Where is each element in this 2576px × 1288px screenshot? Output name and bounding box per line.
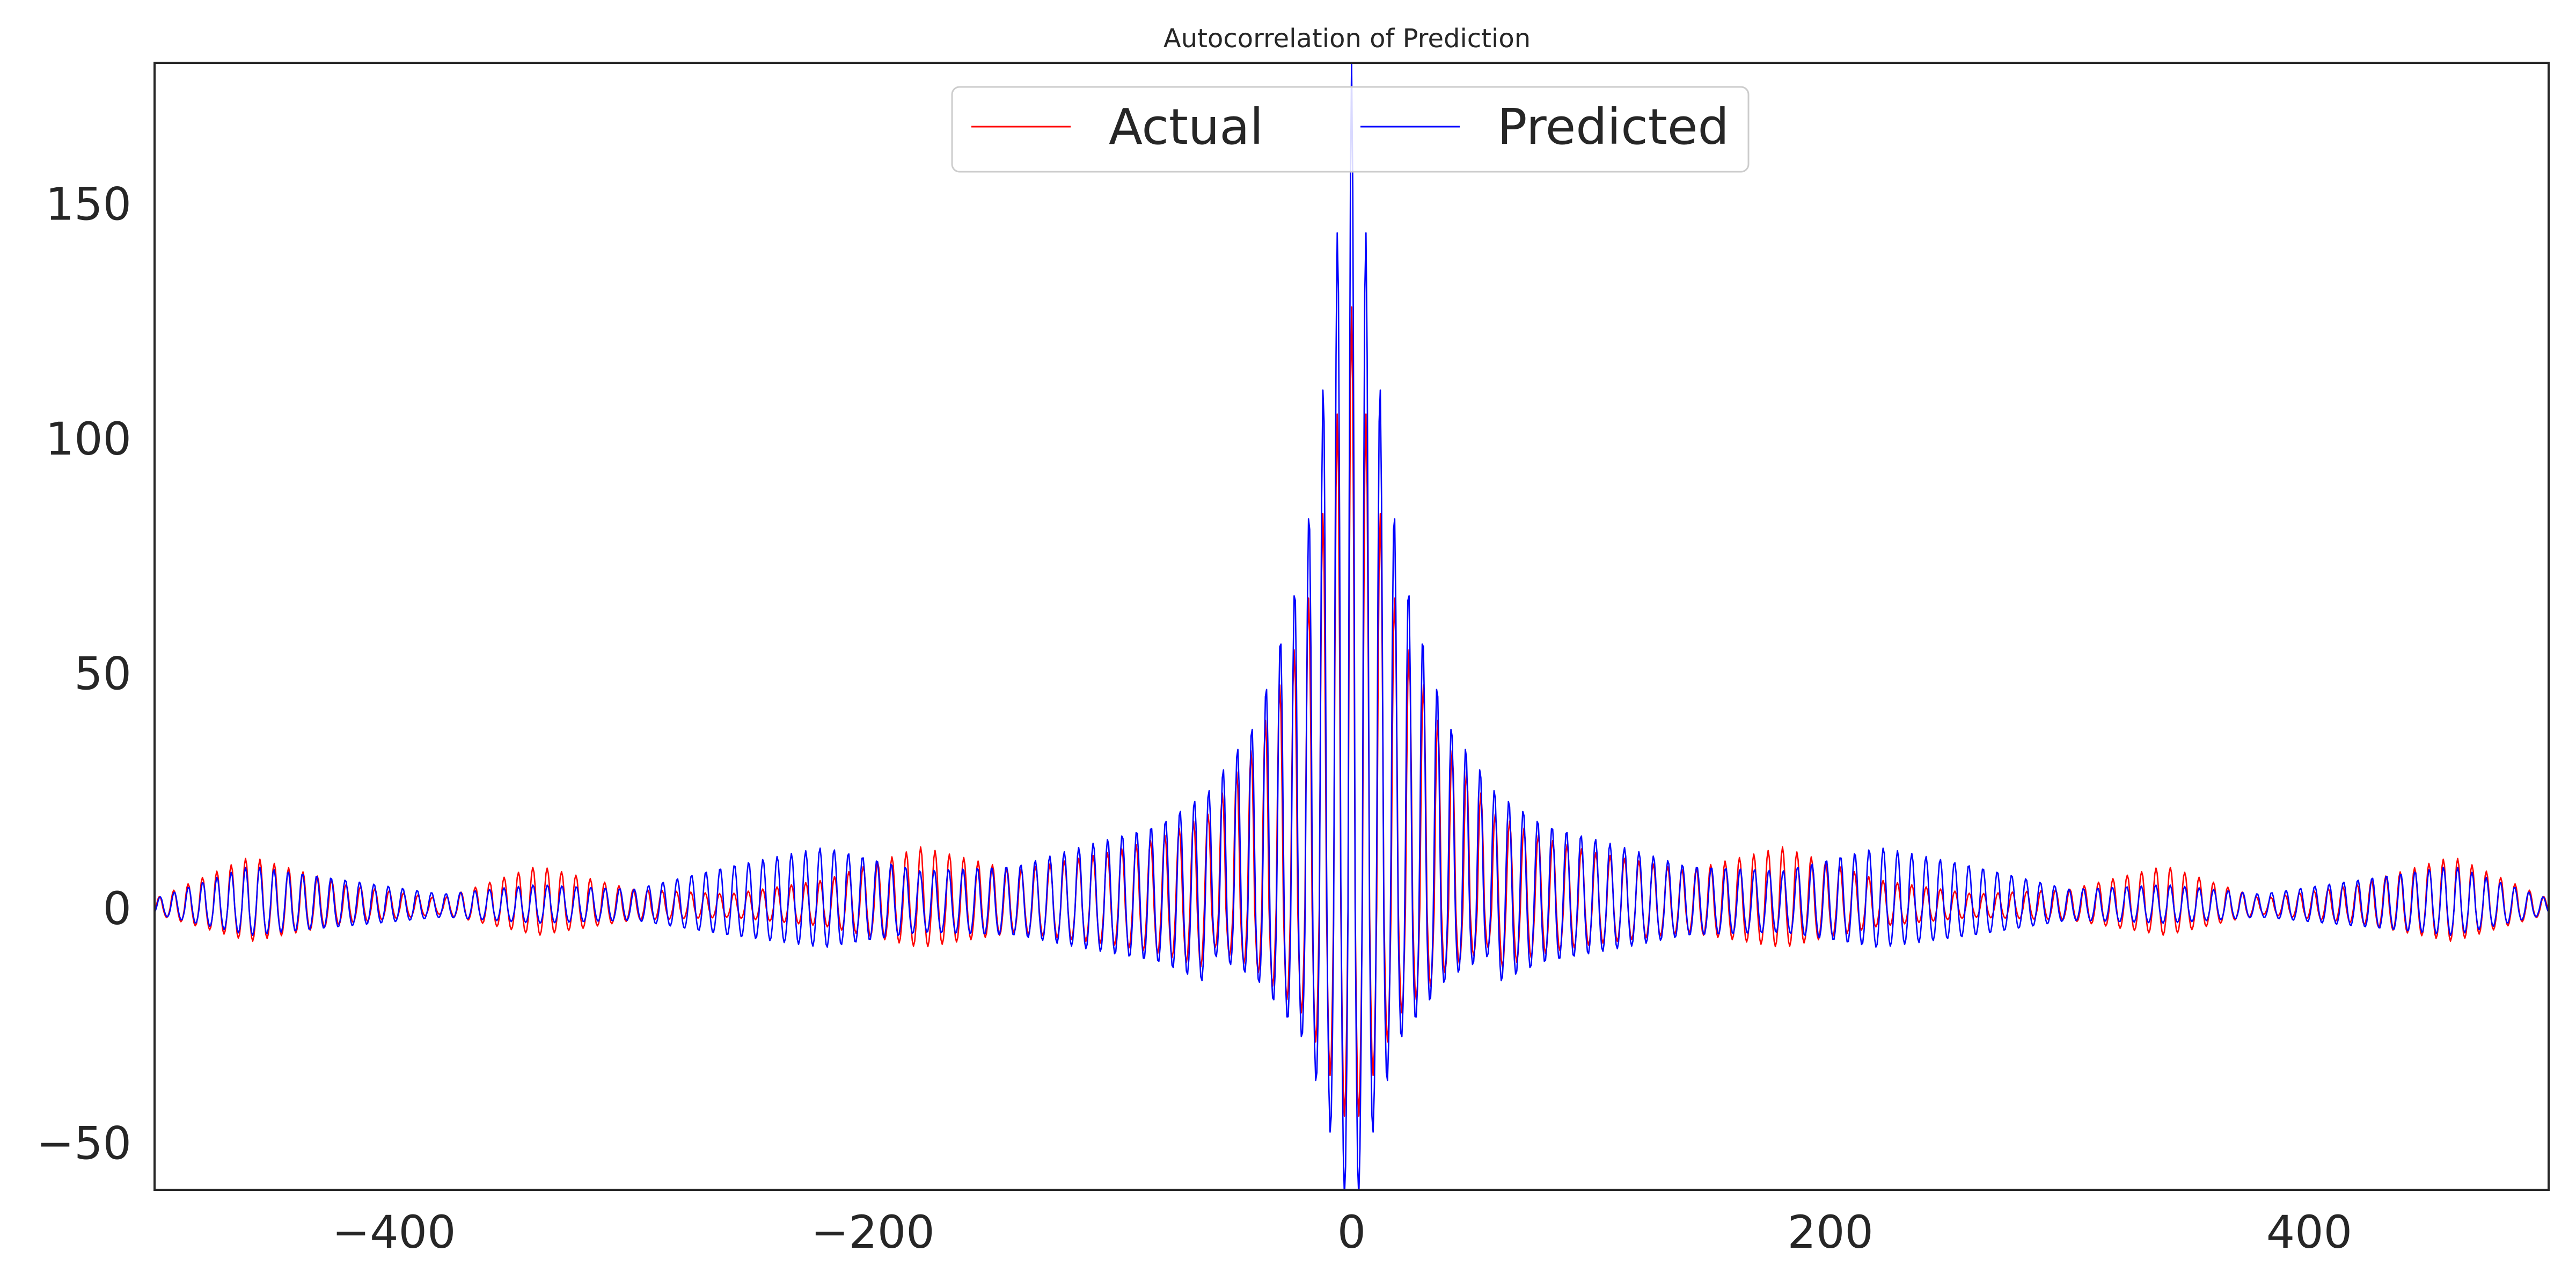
y-tick-label: −50: [36, 1117, 131, 1170]
y-axis: −50 0 50 100 150: [36, 178, 131, 1170]
y-tick-label: 50: [74, 648, 131, 700]
series-line-actual: [155, 306, 2549, 1117]
chart-title: Autocorrelation of Prediction: [1163, 24, 1531, 54]
legend: Actual Predicted: [951, 86, 1750, 173]
y-tick-label: 150: [46, 178, 131, 231]
legend-label-actual: Actual: [1109, 98, 1263, 156]
y-tick-label: 0: [103, 882, 131, 935]
x-axis: −400 −200 0 200 400: [332, 1206, 2352, 1258]
series-layer: [155, 63, 2549, 1190]
x-tick-label: −200: [811, 1206, 935, 1258]
y-tick-label: 100: [46, 413, 131, 465]
series-line-predicted: [155, 63, 2549, 1190]
x-tick-label: 0: [1337, 1206, 1366, 1258]
legend-label-predicted: Predicted: [1497, 98, 1729, 156]
x-tick-label: 400: [2266, 1206, 2352, 1258]
plot-frame: [153, 62, 2550, 1191]
x-tick-label: −400: [332, 1206, 456, 1258]
x-tick-label: 200: [1788, 1206, 1874, 1258]
legend-box: [951, 86, 1750, 173]
